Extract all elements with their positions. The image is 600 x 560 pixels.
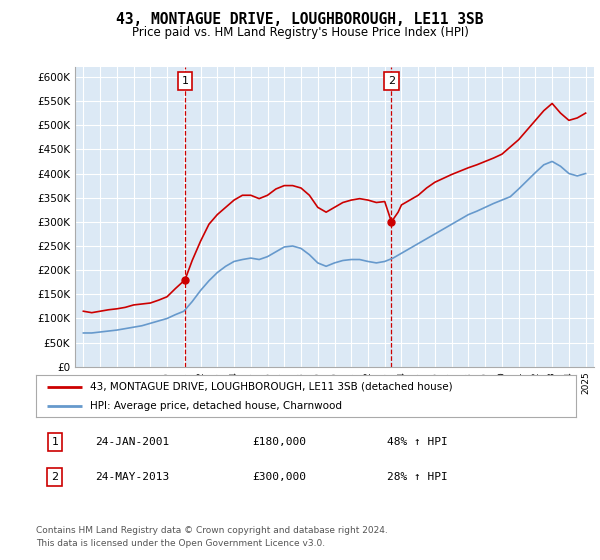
Text: Contains HM Land Registry data © Crown copyright and database right 2024.: Contains HM Land Registry data © Crown c… (36, 526, 388, 535)
Text: 24-MAY-2013: 24-MAY-2013 (95, 472, 170, 482)
Text: 1: 1 (52, 437, 58, 447)
Text: 48% ↑ HPI: 48% ↑ HPI (387, 437, 448, 447)
Text: 2: 2 (52, 472, 58, 482)
Text: 2: 2 (388, 76, 395, 86)
Text: 1: 1 (181, 76, 188, 86)
Text: 24-JAN-2001: 24-JAN-2001 (95, 437, 170, 447)
Text: Price paid vs. HM Land Registry's House Price Index (HPI): Price paid vs. HM Land Registry's House … (131, 26, 469, 39)
Text: £180,000: £180,000 (252, 437, 306, 447)
Text: 43, MONTAGUE DRIVE, LOUGHBOROUGH, LE11 3SB (detached house): 43, MONTAGUE DRIVE, LOUGHBOROUGH, LE11 3… (90, 381, 452, 391)
Text: 28% ↑ HPI: 28% ↑ HPI (387, 472, 448, 482)
Text: This data is licensed under the Open Government Licence v3.0.: This data is licensed under the Open Gov… (36, 539, 325, 548)
Text: HPI: Average price, detached house, Charnwood: HPI: Average price, detached house, Char… (90, 401, 342, 411)
Text: 43, MONTAGUE DRIVE, LOUGHBOROUGH, LE11 3SB: 43, MONTAGUE DRIVE, LOUGHBOROUGH, LE11 3… (116, 12, 484, 27)
Text: £300,000: £300,000 (252, 472, 306, 482)
